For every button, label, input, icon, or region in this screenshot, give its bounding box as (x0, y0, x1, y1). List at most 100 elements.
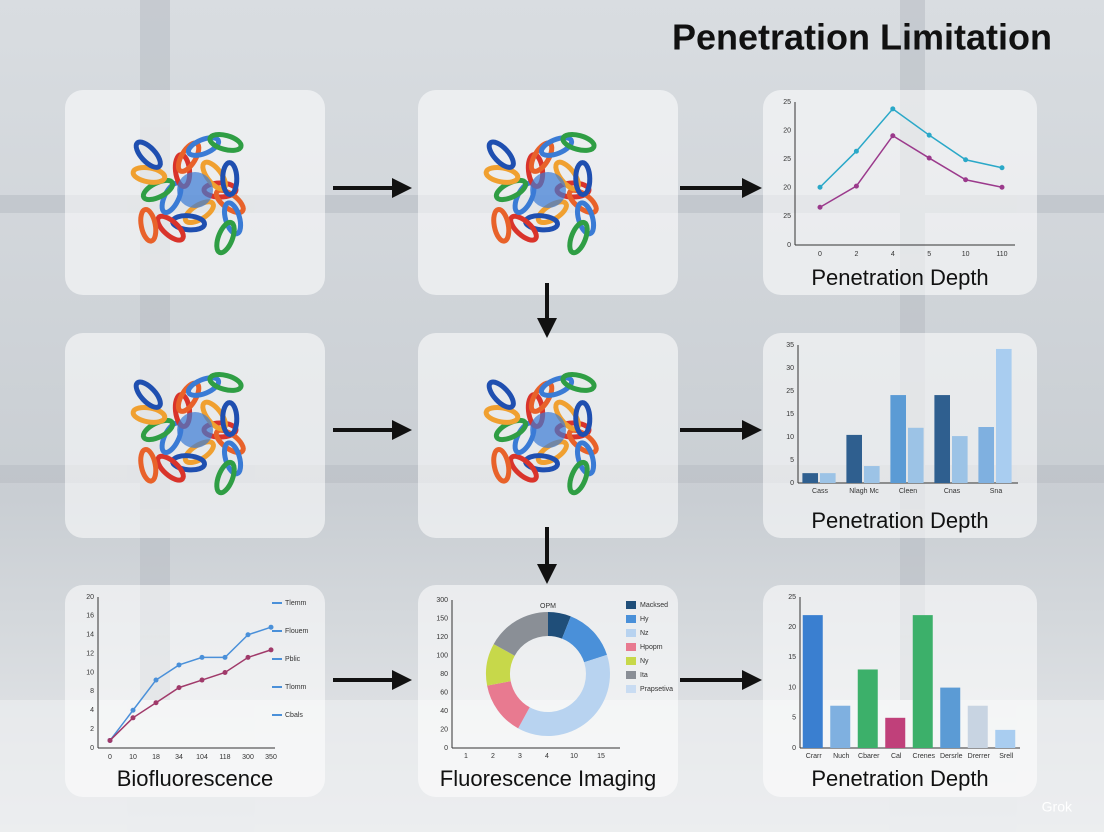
point (176, 685, 182, 691)
bar (864, 466, 880, 483)
helix (214, 219, 237, 256)
legend-swatch (626, 629, 636, 637)
tick-label: 34 (175, 754, 183, 761)
point (853, 148, 859, 154)
point (176, 662, 182, 668)
tick-label: Crenes (912, 753, 935, 760)
core (530, 412, 566, 448)
tick-label: 300 (436, 597, 448, 604)
donut-segment (548, 612, 571, 639)
legend-swatch (626, 643, 636, 651)
helix (491, 207, 512, 244)
helix (508, 213, 539, 243)
tick-label: 5 (790, 457, 794, 464)
tick-label: 8 (90, 688, 94, 695)
core (177, 412, 213, 448)
tick-label: Cass (812, 488, 828, 495)
helix (138, 207, 159, 244)
tick-label: 120 (436, 634, 448, 641)
helix (486, 139, 516, 170)
protein-model (130, 132, 246, 256)
tick-label: 40 (440, 708, 448, 715)
helix (508, 453, 539, 483)
tick-label: 15 (597, 753, 605, 760)
bar (857, 669, 878, 748)
point (222, 654, 228, 660)
bar (934, 395, 950, 483)
tick-label: 4 (891, 251, 895, 258)
tick-label: 25 (783, 99, 791, 106)
protein-model (483, 132, 599, 256)
bar (890, 395, 906, 483)
tick-label: 14 (86, 632, 94, 639)
chart-title: OPM (540, 603, 556, 610)
legend-label: Nz (640, 630, 649, 637)
point (245, 654, 251, 660)
tick-label: 4 (90, 707, 94, 714)
series-line (819, 134, 1003, 208)
point (853, 183, 859, 189)
legend-label: Macksed (640, 602, 668, 609)
point (926, 132, 932, 138)
helix (133, 139, 163, 170)
arrows (333, 178, 762, 690)
helix (560, 372, 597, 393)
tick-label: Nlagh Mc (849, 488, 879, 495)
tick-label: 0 (444, 745, 448, 752)
tick-label: 10 (786, 434, 794, 441)
tick-label: 0 (792, 745, 796, 752)
tick-label: Cal (891, 753, 902, 760)
helix (138, 447, 159, 484)
helix (560, 132, 597, 153)
series-line (109, 626, 272, 741)
tick-label: 10 (788, 684, 796, 691)
tick-label: Sna (990, 488, 1003, 495)
helix (567, 219, 590, 256)
tick-label: 118 (219, 754, 230, 761)
helix (574, 200, 597, 237)
tick-label: 35 (786, 342, 794, 349)
point (817, 204, 823, 210)
helix (185, 135, 222, 158)
helix (486, 379, 516, 410)
tick-label: Drerrer (968, 753, 991, 760)
point (963, 177, 969, 183)
tick-label: 0 (818, 251, 822, 258)
caption: Fluorescence Imaging (440, 766, 656, 791)
panel (65, 585, 325, 797)
tick-label: 18 (152, 754, 160, 761)
donut-segment (518, 654, 610, 736)
point (963, 157, 969, 163)
legend-label: Prapsetiva (640, 686, 673, 693)
tick-label: 300 (242, 754, 254, 761)
point (268, 624, 274, 630)
tick-label: Cnas (944, 488, 961, 495)
bar (912, 615, 933, 748)
tick-label: Srell (999, 753, 1013, 760)
tick-label: Cleen (899, 488, 917, 495)
tick-label: 20 (86, 594, 94, 601)
caption: Penetration Depth (811, 766, 988, 791)
point (130, 715, 136, 721)
helix (573, 400, 593, 438)
point (817, 184, 823, 190)
tick-label: 5 (927, 251, 931, 258)
bar (802, 615, 823, 748)
tick-label: Crarr (806, 753, 823, 760)
tick-label: 100 (436, 652, 448, 659)
tick-label: 0 (787, 242, 791, 249)
bar (995, 729, 1016, 748)
tick-label: 2 (90, 726, 94, 733)
tick-label: 20 (788, 624, 796, 631)
helix (574, 440, 597, 477)
legend-label: Ny (640, 658, 649, 665)
bar (830, 705, 851, 748)
helix (220, 160, 240, 198)
tick-label: 5 (792, 715, 796, 722)
bar (940, 687, 961, 748)
point (999, 165, 1005, 171)
tick-label: 10 (570, 753, 578, 760)
helix (491, 447, 512, 484)
